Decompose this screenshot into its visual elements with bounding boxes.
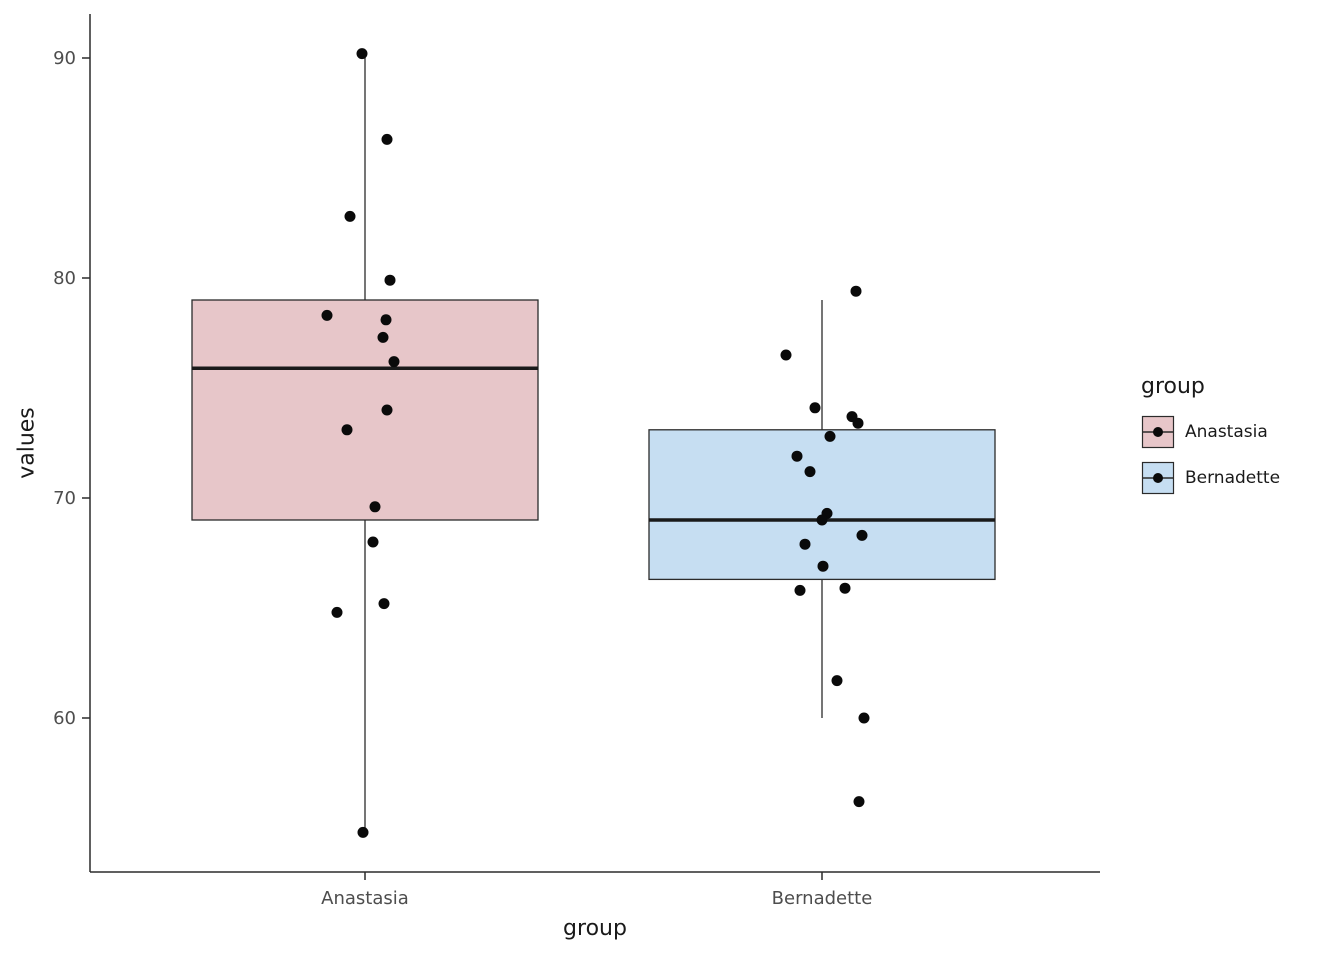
legend-entry-bernadette[interactable]: Bernadette bbox=[1141, 461, 1280, 495]
data-point-bernadette[interactable] bbox=[816, 514, 828, 526]
data-point-bernadette[interactable] bbox=[817, 560, 829, 572]
data-point-bernadette[interactable] bbox=[852, 417, 864, 429]
data-point-anastasia[interactable] bbox=[380, 314, 392, 326]
data-point-bernadette[interactable] bbox=[809, 402, 821, 414]
data-point-bernadette[interactable] bbox=[850, 285, 862, 297]
data-point-bernadette[interactable] bbox=[804, 466, 816, 478]
y-tick-label: 80 bbox=[53, 268, 76, 289]
data-point-anastasia[interactable] bbox=[331, 606, 343, 618]
data-point-bernadette[interactable] bbox=[853, 796, 865, 808]
data-point-bernadette[interactable] bbox=[780, 349, 792, 361]
data-point-bernadette[interactable] bbox=[794, 584, 806, 596]
data-point-bernadette[interactable] bbox=[799, 538, 811, 550]
y-tick-label: 60 bbox=[53, 708, 76, 729]
legend-label-bernadette: Bernadette bbox=[1185, 468, 1281, 488]
data-point-anastasia[interactable] bbox=[341, 424, 353, 436]
legend-label-anastasia: Anastasia bbox=[1185, 422, 1268, 442]
data-point-anastasia[interactable] bbox=[369, 501, 381, 513]
data-point-anastasia[interactable] bbox=[388, 356, 400, 368]
data-point-bernadette[interactable] bbox=[831, 675, 843, 687]
data-point-anastasia[interactable] bbox=[377, 331, 389, 343]
data-point-bernadette[interactable] bbox=[856, 529, 868, 541]
data-point-bernadette[interactable] bbox=[839, 582, 851, 594]
data-point-anastasia[interactable] bbox=[384, 274, 396, 286]
data-point-anastasia[interactable] bbox=[367, 536, 379, 548]
y-axis-title: values bbox=[14, 407, 40, 479]
data-point-anastasia[interactable] bbox=[344, 210, 356, 222]
legend: group Anastasia Bernadette bbox=[1141, 374, 1280, 507]
data-point-anastasia[interactable] bbox=[357, 826, 369, 838]
x-axis-title: group bbox=[563, 916, 627, 941]
y-tick-label: 70 bbox=[53, 488, 76, 509]
data-point-anastasia[interactable] bbox=[381, 404, 393, 416]
legend-entry-anastasia[interactable]: Anastasia bbox=[1141, 415, 1280, 449]
legend-swatch-0 bbox=[1141, 415, 1175, 449]
y-tick-label: 90 bbox=[53, 48, 76, 69]
data-point-bernadette[interactable] bbox=[858, 712, 870, 724]
x-tick-label: Anastasia bbox=[321, 888, 409, 909]
data-point-anastasia[interactable] bbox=[381, 133, 393, 145]
box-bernadette[interactable] bbox=[648, 429, 996, 581]
box-anastasia[interactable] bbox=[191, 299, 539, 521]
data-point-anastasia[interactable] bbox=[378, 598, 390, 610]
data-point-anastasia[interactable] bbox=[321, 309, 333, 321]
data-point-anastasia[interactable] bbox=[356, 48, 368, 60]
data-point-bernadette[interactable] bbox=[791, 450, 803, 462]
x-tick-label: Bernadette bbox=[772, 888, 873, 909]
legend-title: group bbox=[1141, 374, 1205, 399]
data-point-bernadette[interactable] bbox=[824, 430, 836, 442]
legend-swatch-1 bbox=[1141, 461, 1175, 495]
